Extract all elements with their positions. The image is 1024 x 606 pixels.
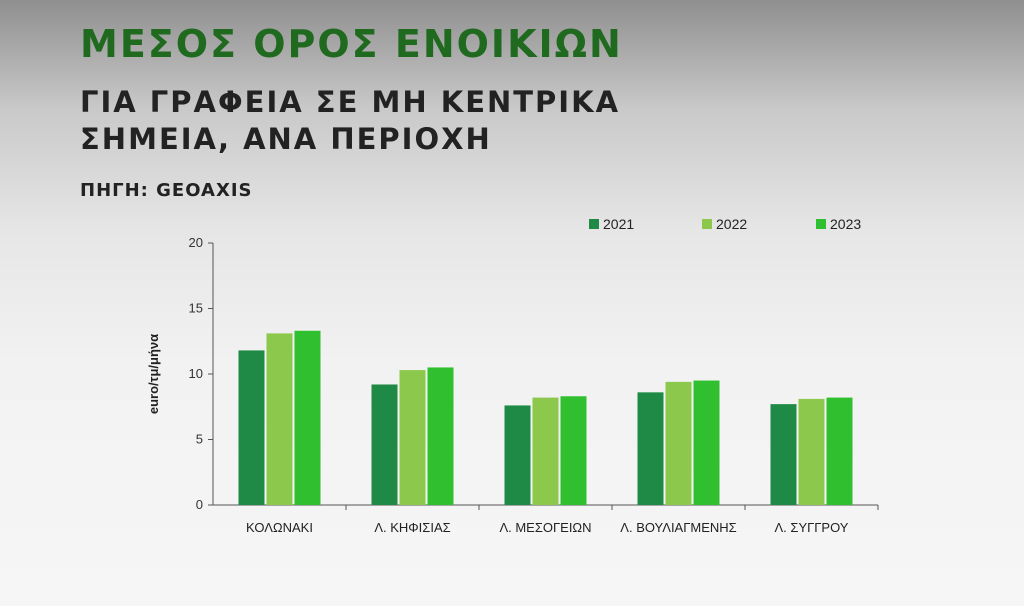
x-category-label: ΚΟΛΩΝΑΚΙ xyxy=(246,520,313,535)
y-tick-label: 20 xyxy=(189,235,203,250)
bar-2021 xyxy=(371,384,398,505)
legend-swatch-2023 xyxy=(816,219,826,229)
bar-2022 xyxy=(266,333,293,505)
chart-subtitle: ΓΙΑ ΓΡΑΦΕΙΑ ΣΕ ΜΗ ΚΕΝΤΡΙΚΑ ΣΗΜΕΙΑ, ΑΝΑ Π… xyxy=(80,85,621,156)
bar-2022 xyxy=(798,398,825,505)
y-tick-label: 5 xyxy=(196,432,203,447)
legend-label-2021: 2021 xyxy=(603,216,634,232)
bar-2021 xyxy=(770,404,797,505)
legend-swatch-2022 xyxy=(702,219,712,229)
x-category-label: Λ. ΒΟΥΛΙΑΓΜΕΝΗΣ xyxy=(620,520,736,535)
bar-2023 xyxy=(560,396,587,505)
bar-2022 xyxy=(532,397,559,505)
legend-label-2022: 2022 xyxy=(716,216,747,232)
x-category-label: Λ. ΜΕΣΟΓΕΙΩΝ xyxy=(499,520,591,535)
bar-2023 xyxy=(294,330,321,505)
y-axis-label: euro/τμ/μήνα xyxy=(146,334,161,414)
bar-2022 xyxy=(665,381,692,505)
legend-swatch-2021 xyxy=(589,219,599,229)
chart-title: ΜΕΣΟΣ ΟΡΟΣ ΕΝΟΙΚΙΩΝ xyxy=(80,22,623,66)
y-tick-label: 15 xyxy=(189,301,203,316)
bar-2023 xyxy=(693,380,720,505)
bar-2022 xyxy=(399,370,426,505)
bar-2021 xyxy=(504,405,531,505)
bar-2023 xyxy=(826,397,853,505)
y-tick-label: 0 xyxy=(196,497,203,512)
bar-2021 xyxy=(238,350,265,505)
y-tick-label: 10 xyxy=(189,366,203,381)
x-category-label: Λ. ΚΗΦΙΣΙΑΣ xyxy=(374,520,450,535)
x-category-label: Λ. ΣΥΓΓΡΟΥ xyxy=(775,520,849,535)
source-label: ΠΗΓΗ: GEOAXIS xyxy=(80,180,253,201)
bar-2021 xyxy=(637,392,664,505)
legend-label-2023: 2023 xyxy=(830,216,861,232)
bar-2023 xyxy=(427,367,454,505)
